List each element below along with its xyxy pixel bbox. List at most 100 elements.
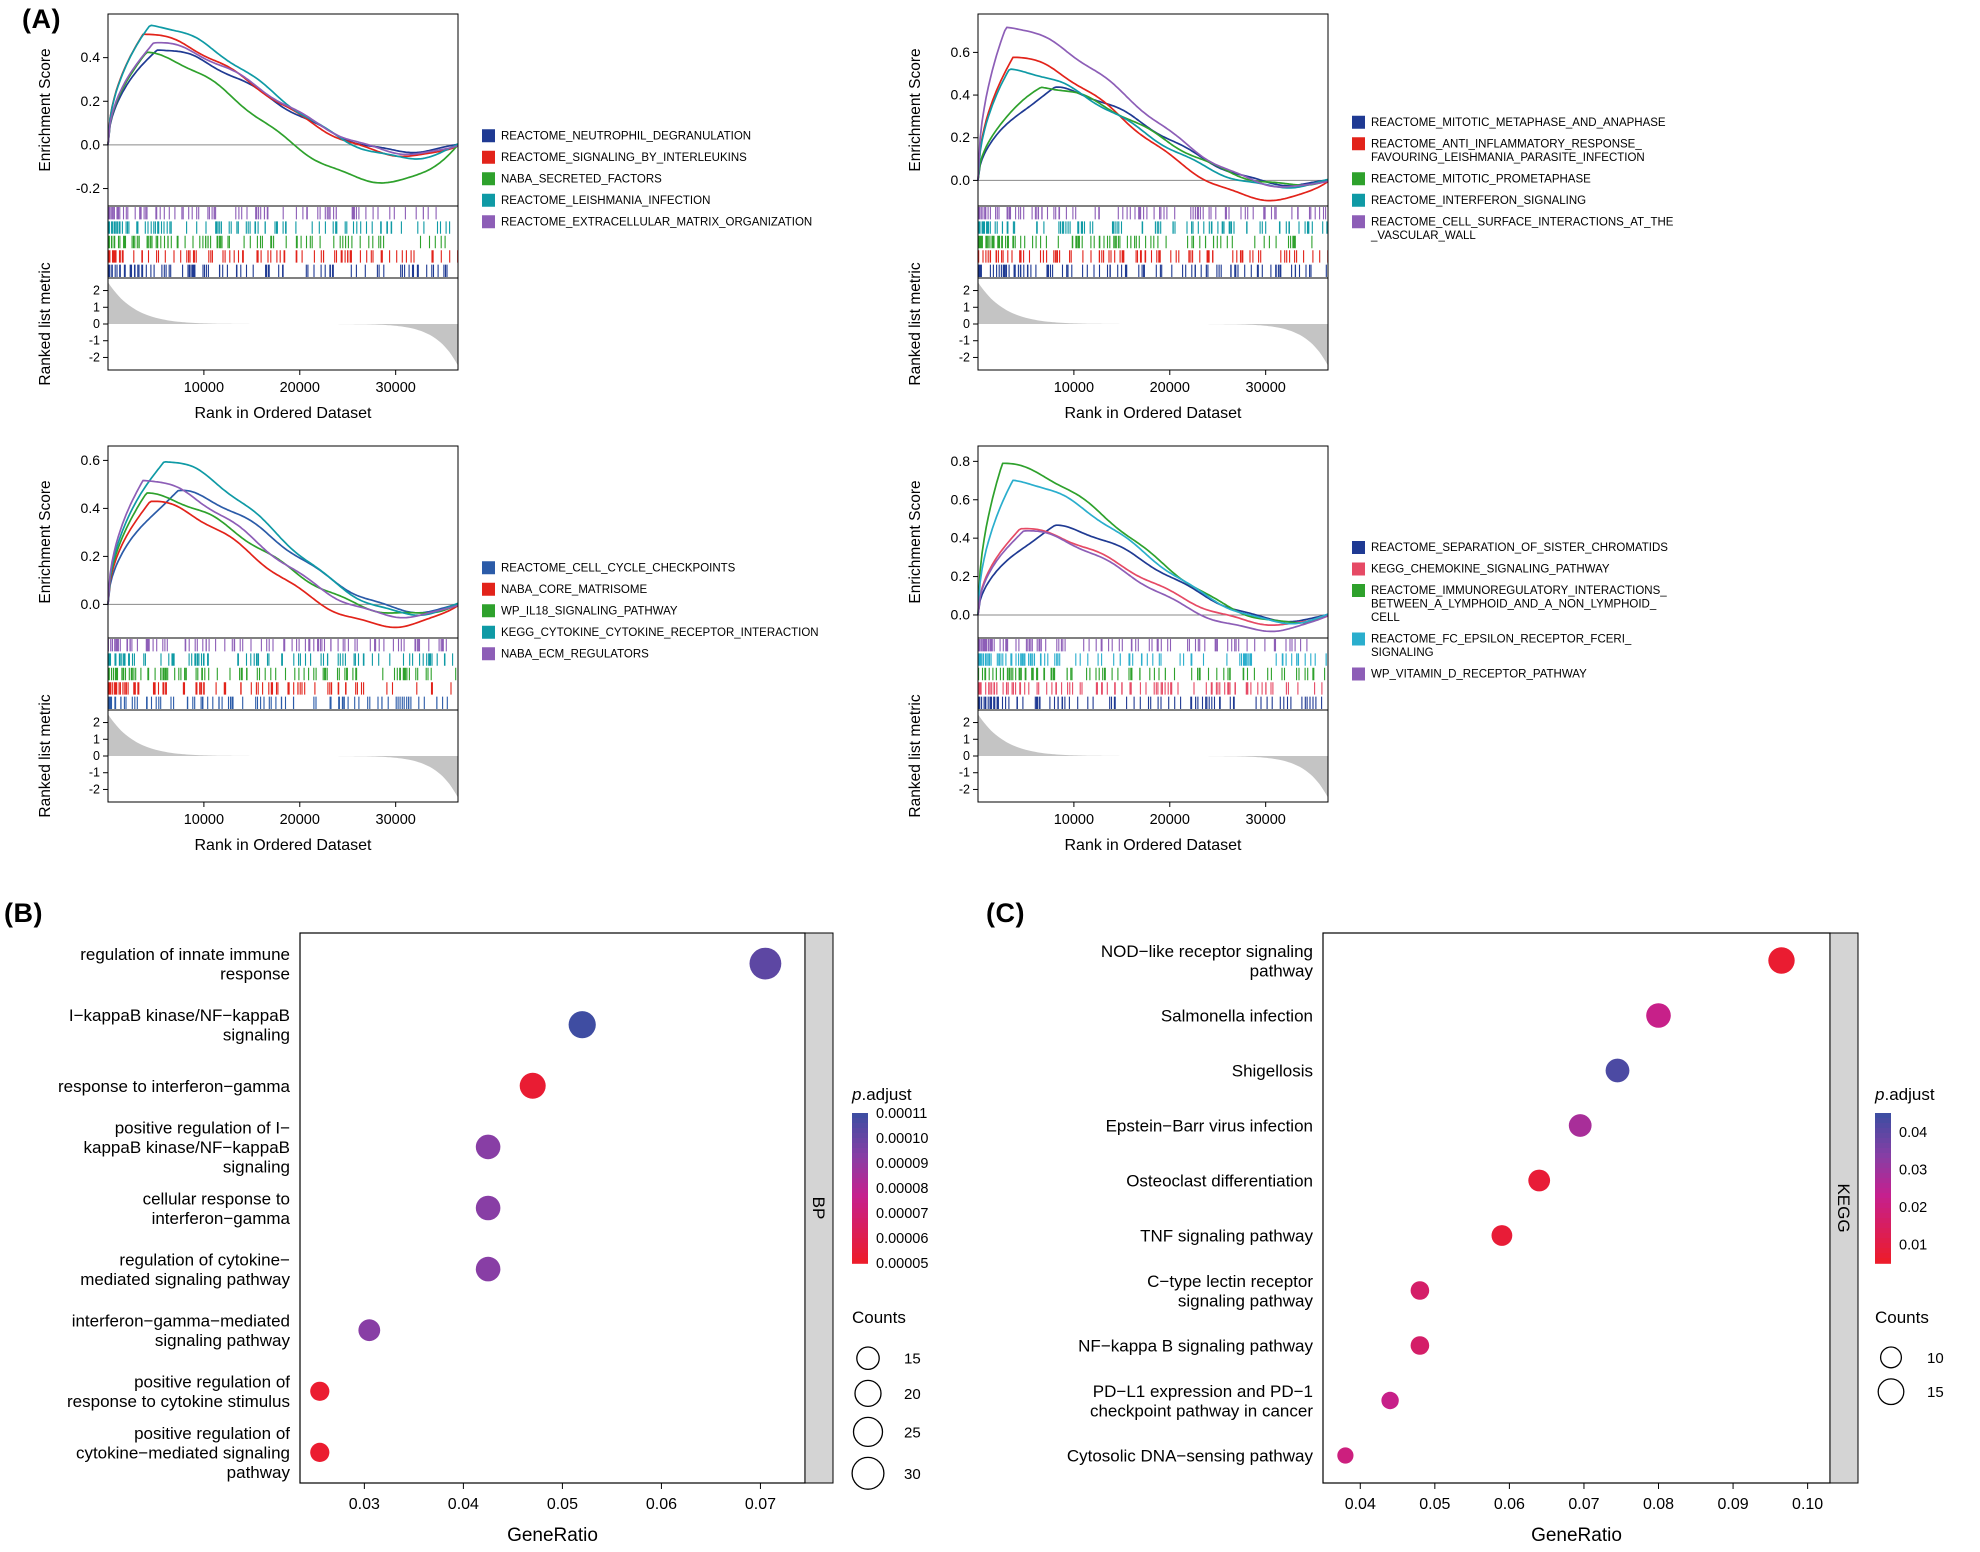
es-tick-label: 0.4 xyxy=(951,530,971,546)
padjust-gradient-seg xyxy=(1875,1198,1891,1204)
legend-swatch-REACTOME_NEUTROPHIL_DEGRANULATION xyxy=(482,129,495,143)
legend-swatch-REACTOME_INTERFERON_SIGNALING xyxy=(1352,193,1365,207)
legend-swatch-REACTOME_LEISHMANIA_INFECTION xyxy=(482,193,495,207)
padjust-gradient-seg xyxy=(1875,1213,1891,1219)
legend-swatch-REACTOME_SEPARATION_OF_SISTER_CHROMATIDS xyxy=(1352,541,1365,554)
legend-label: REACTOME_MITOTIC_METAPHASE_AND_ANAPHASE xyxy=(1371,117,1666,129)
padjust-tick-label: 0.00009 xyxy=(876,1156,928,1172)
x-axis-title: Rank in Ordered Dataset xyxy=(195,837,373,854)
category-label: pathway xyxy=(227,1463,291,1482)
metric-tick-label: 2 xyxy=(963,284,970,298)
category-label: TNF signaling pathway xyxy=(1140,1227,1313,1246)
legend-label: NABA_CORE_MATRISOME xyxy=(501,584,647,596)
padjust-tick-label: 0.02 xyxy=(1899,1200,1927,1216)
x-tick-label: 0.08 xyxy=(1643,1496,1674,1513)
padjust-gradient-seg xyxy=(1875,1253,1891,1259)
count-tick-label: 15 xyxy=(1927,1384,1944,1401)
hit-ticks-REACTOME_CELL_CYCLE_CHECKPOINTS xyxy=(108,696,448,709)
category-label: kappaB kinase/NF−kappaB xyxy=(84,1138,291,1157)
ranked-metric-area xyxy=(978,282,1328,366)
dot-1 xyxy=(568,1011,596,1039)
padjust-gradient-seg xyxy=(852,1128,868,1134)
legend-swatch-KEGG_CHEMOKINE_SIGNALING_PATHWAY xyxy=(1352,562,1365,576)
x-tick-label: 0.07 xyxy=(745,1496,776,1513)
x-tick-label: 30000 xyxy=(1246,380,1286,396)
padjust-gradient-seg xyxy=(852,1183,868,1189)
padjust-gradient-seg xyxy=(1875,1143,1891,1149)
padjust-gradient-seg xyxy=(1875,1173,1891,1179)
legend-swatch-REACTOME_CELL_CYCLE_CHECKPOINTS xyxy=(482,561,495,575)
padjust-gradient-seg xyxy=(1875,1148,1891,1154)
padjust-gradient-seg xyxy=(852,1168,868,1174)
legend-swatch-REACTOME_MITOTIC_PROMETAPHASE xyxy=(1352,172,1365,186)
category-label: positive regulation of I− xyxy=(115,1118,290,1137)
es-tick-label: 0.6 xyxy=(951,44,971,60)
padjust-gradient-seg xyxy=(852,1213,868,1219)
category-label: Osteoclast differentiation xyxy=(1126,1172,1313,1191)
metric-tick-label: 1 xyxy=(93,732,100,746)
hit-ticks-REACTOME_FC_EPSILON_RECEPTOR_FCERI_SIGNALING xyxy=(977,653,1327,666)
padjust-gradient-seg xyxy=(852,1248,868,1254)
es-curve-NABA_CORE_MATRISOME xyxy=(107,500,459,629)
hit-ticks-REACTOME_LEISHMANIA_INFECTION xyxy=(107,221,451,234)
category-label: regulation of cytokine− xyxy=(119,1250,290,1269)
es-curve-KEGG_CHEMOKINE_SIGNALING_PATHWAY xyxy=(977,527,1329,626)
padjust-tick-label: 0.04 xyxy=(1899,1125,1927,1141)
padjust-tick-label: 0.00005 xyxy=(876,1256,928,1272)
padjust-gradient-seg xyxy=(852,1238,868,1244)
dot-7 xyxy=(1410,1336,1430,1355)
es-curve-REACTOME_CELL_CYCLE_CHECKPOINTS xyxy=(107,489,459,614)
x-tick-label: 0.09 xyxy=(1718,1496,1749,1513)
hit-ticks-WP_IL18_SIGNALING_PATHWAY xyxy=(107,667,457,681)
es-tick-label: 0.0 xyxy=(951,606,971,622)
category-label: interferon−gamma−mediated xyxy=(72,1311,290,1330)
gsea-group-0: -0.2 0.0 0.2 0.4 -2 -1 0 1 2 10000 20000 30000Rank … xyxy=(37,13,812,422)
padjust-gradient-seg xyxy=(1875,1138,1891,1144)
facet-strip xyxy=(804,932,834,1484)
x-tick-label: 0.05 xyxy=(1419,1496,1450,1513)
padjust-gradient-seg xyxy=(852,1178,868,1184)
x-tick-label: 0.03 xyxy=(349,1496,380,1513)
padjust-gradient-seg xyxy=(1875,1188,1891,1194)
padjust-gradient-seg xyxy=(852,1218,868,1224)
x-tick-label: 30000 xyxy=(376,380,416,396)
x-tick-label: 10000 xyxy=(184,380,224,396)
legend-swatch-WP_VITAMIN_D_RECEPTOR_PATHWAY xyxy=(1352,667,1365,681)
gsea-plot-top-left: -0.2 0.0 0.2 0.4 -2 -1 0 1 2 10000 20000 30000Rank … xyxy=(37,13,812,422)
metric-tick-label: 2 xyxy=(93,284,100,298)
plot-bg xyxy=(1323,933,1830,1483)
metric-tick-label: 0 xyxy=(93,749,100,763)
ranked-metric-area xyxy=(108,282,458,366)
es-axis-title: Enrichment Score xyxy=(907,48,924,171)
es-tick-label: 0.2 xyxy=(951,129,971,145)
legend-swatch-REACTOME_MITOTIC_METAPHASE_AND_ANAPHASE xyxy=(1352,115,1365,129)
es-curve-REACTOME_LEISHMANIA_INFECTION xyxy=(107,24,459,160)
x-axis-title: GeneRatio xyxy=(507,1525,598,1546)
x-tick-label: 0.05 xyxy=(547,1496,578,1513)
legend-label: FAVOURING_LEISHMANIA_PARASITE_INFECTION xyxy=(1371,152,1645,164)
metric-tick-label: -2 xyxy=(959,782,970,796)
padjust-tick-label: 0.00006 xyxy=(876,1231,928,1247)
hit-ticks-WP_VITAMIN_D_RECEPTOR_PATHWAY xyxy=(977,639,1308,652)
dot-3 xyxy=(475,1134,501,1160)
legend-label: _VASCULAR_WALL xyxy=(1370,230,1476,242)
metric-tick-label: 0 xyxy=(93,317,100,331)
padjust-tick-label: 0.00008 xyxy=(876,1181,928,1197)
legend-label: REACTOME_LEISHMANIA_INFECTION xyxy=(501,195,710,207)
x-tick-label: 20000 xyxy=(1150,380,1190,396)
x-axis-title: GeneRatio xyxy=(1531,1525,1622,1546)
category-label: signaling pathway xyxy=(155,1331,291,1350)
es-curve-REACTOME_INTERFERON_SIGNALING xyxy=(977,68,1329,189)
padjust-gradient-seg xyxy=(1875,1153,1891,1159)
legend-swatch-NABA_CORE_MATRISOME xyxy=(482,582,495,596)
dot-6 xyxy=(358,1319,381,1342)
x-tick-label: 10000 xyxy=(184,812,224,828)
padjust-gradient-seg xyxy=(1875,1193,1891,1199)
legend-label: CELL xyxy=(1371,612,1400,624)
es-tick-label: 0.4 xyxy=(951,87,971,103)
padjust-gradient-seg xyxy=(1875,1238,1891,1244)
